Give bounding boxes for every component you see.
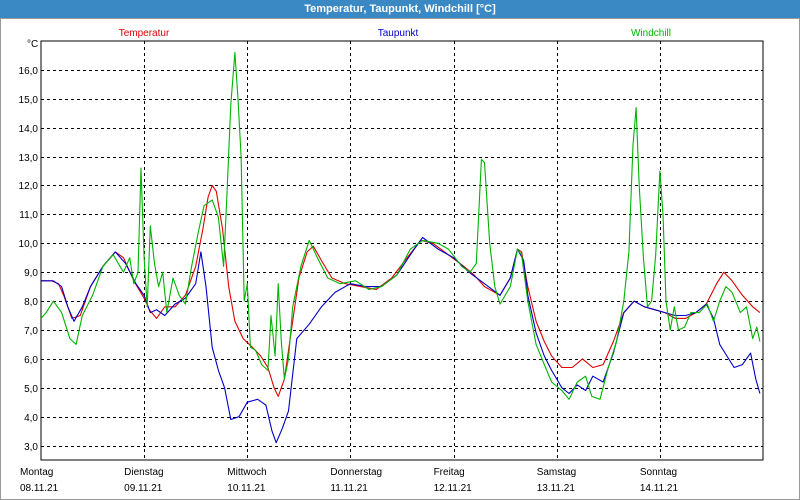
- y-tick-label: 7,0: [24, 326, 38, 337]
- x-tick-date-label: 11.11.21: [330, 483, 368, 494]
- y-tick-label: 11,0: [19, 210, 38, 221]
- y-tick-label: 4,0: [24, 413, 38, 424]
- chart-window-title: Temperatur, Taupunkt, Windchill [°C]: [0, 0, 800, 18]
- grid-layer: [40, 40, 764, 461]
- x-tick-date-label: 10.11.21: [227, 483, 266, 494]
- y-tick-label: 16,0: [19, 66, 39, 77]
- y-tick-label: 10,0: [19, 239, 39, 250]
- plot-border: [40, 40, 764, 461]
- series-layer: [40, 52, 761, 444]
- x-tick-day-label: Mittwoch: [227, 467, 266, 478]
- x-tick-day-label: Sonntag: [640, 467, 677, 478]
- legend-entry-windchill: Windchill: [631, 28, 671, 39]
- y-tick-label: 14,0: [19, 124, 39, 135]
- y-tick-label: 6,0: [24, 355, 38, 366]
- series-line-windchill: [40, 52, 761, 400]
- y-tick-label: 9,0: [24, 268, 38, 279]
- x-tick-day-label: Montag: [20, 467, 53, 478]
- legend-entry-taupunkt: Taupunkt: [378, 28, 419, 39]
- y-axis-unit-label: °C: [27, 39, 38, 50]
- x-tick-day-label: Dienstag: [124, 467, 163, 478]
- chart-frame: 3,0 4,0 5,0 6,0 7,0 8,0 9,0 10,0 11,0 12,0 13,0 14,…: [0, 18, 800, 500]
- legend-layer: Temperatur Taupunkt Windchill: [119, 28, 671, 39]
- temperature-chart: 3,0 4,0 5,0 6,0 7,0 8,0 9,0 10,0 11,0 12,0 13,0 14,…: [19, 28, 764, 494]
- x-tick-date-label: 08.11.21: [20, 483, 59, 494]
- x-tick-date-label: 14.11.21: [640, 483, 679, 494]
- y-tick-label: 12,0: [19, 181, 39, 192]
- x-tick-day-label: Donnerstag: [330, 467, 382, 478]
- axis-layer: 3,0 4,0 5,0 6,0 7,0 8,0 9,0 10,0 11,0 12,0 13,0 14,…: [19, 39, 679, 494]
- x-tick-date-label: 09.11.21: [124, 483, 163, 494]
- y-tick-label: 5,0: [24, 384, 38, 395]
- x-tick-date-label: 13.11.21: [537, 483, 576, 494]
- x-tick-day-label: Samstag: [537, 467, 576, 478]
- x-tick-date-label: 12.11.21: [434, 483, 473, 494]
- y-tick-label: 8,0: [24, 297, 38, 308]
- legend-entry-temperatur: Temperatur: [119, 28, 170, 39]
- x-tick-day-label: Freitag: [434, 467, 465, 478]
- y-tick-label: 3,0: [24, 442, 38, 453]
- y-tick-label: 15,0: [19, 95, 39, 106]
- y-tick-label: 13,0: [19, 153, 39, 164]
